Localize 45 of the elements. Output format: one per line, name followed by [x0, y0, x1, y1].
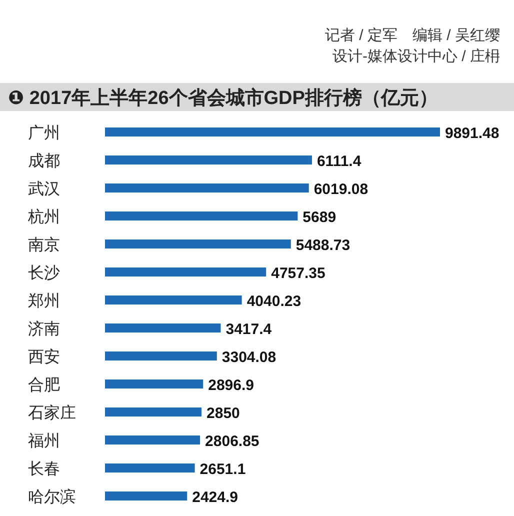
data-label: 6019.08	[314, 181, 368, 198]
y-tick-label: 合肥	[28, 376, 60, 394]
y-tick-label: 武汉	[28, 180, 60, 198]
data-label: 3304.08	[222, 349, 276, 366]
bar	[105, 128, 440, 136]
data-label: 2850	[206, 405, 240, 422]
bar	[105, 492, 188, 500]
data-label: 5488.73	[296, 237, 350, 254]
data-label: 6111.4	[316, 153, 362, 170]
text: 设计-媒体设计中心 / 庄枏	[332, 48, 500, 65]
data-label: 3417.4	[226, 321, 272, 338]
y-tick-label: 济南	[28, 320, 60, 338]
bar	[105, 240, 291, 248]
y-tick-label: 杭州	[27, 208, 60, 226]
data-label: 2651.1	[200, 461, 246, 478]
bar	[105, 464, 195, 472]
bar	[105, 380, 204, 388]
y-tick-label: 广州	[28, 124, 60, 142]
bar	[105, 408, 202, 416]
bar	[105, 156, 312, 164]
data-label: 2896.9	[208, 377, 254, 394]
bar	[105, 352, 217, 360]
y-tick-label: 郑州	[28, 292, 60, 310]
bar	[105, 212, 298, 220]
y-tick-label: 石家庄	[28, 404, 76, 422]
data-label: 2424.9	[192, 489, 238, 506]
data-label: 5689	[302, 209, 336, 226]
bar	[105, 184, 309, 192]
y-tick-label: 长春	[28, 460, 60, 478]
bar	[105, 324, 221, 332]
text: 记者 / 定军 编辑 / 吴红缨	[324, 27, 500, 44]
bar	[105, 268, 266, 276]
y-tick-label: 福州	[28, 432, 60, 450]
bar	[105, 436, 200, 444]
data-label: 4757.35	[271, 265, 326, 282]
y-tick-label: 长沙	[28, 264, 60, 282]
bar	[105, 296, 242, 304]
chart-title: ❶ 2017年上半年26个省会城市GDP排行榜（亿元）	[8, 87, 438, 109]
data-label: 4040.23	[246, 293, 302, 310]
y-tick-label: 南京	[28, 236, 60, 254]
data-label: 2806.85	[205, 433, 260, 450]
y-tick-label: 哈尔滨	[28, 488, 76, 506]
y-tick-label: 成都	[28, 152, 60, 170]
data-label: 9891.48	[445, 125, 500, 142]
y-tick-label: 西安	[28, 348, 60, 366]
